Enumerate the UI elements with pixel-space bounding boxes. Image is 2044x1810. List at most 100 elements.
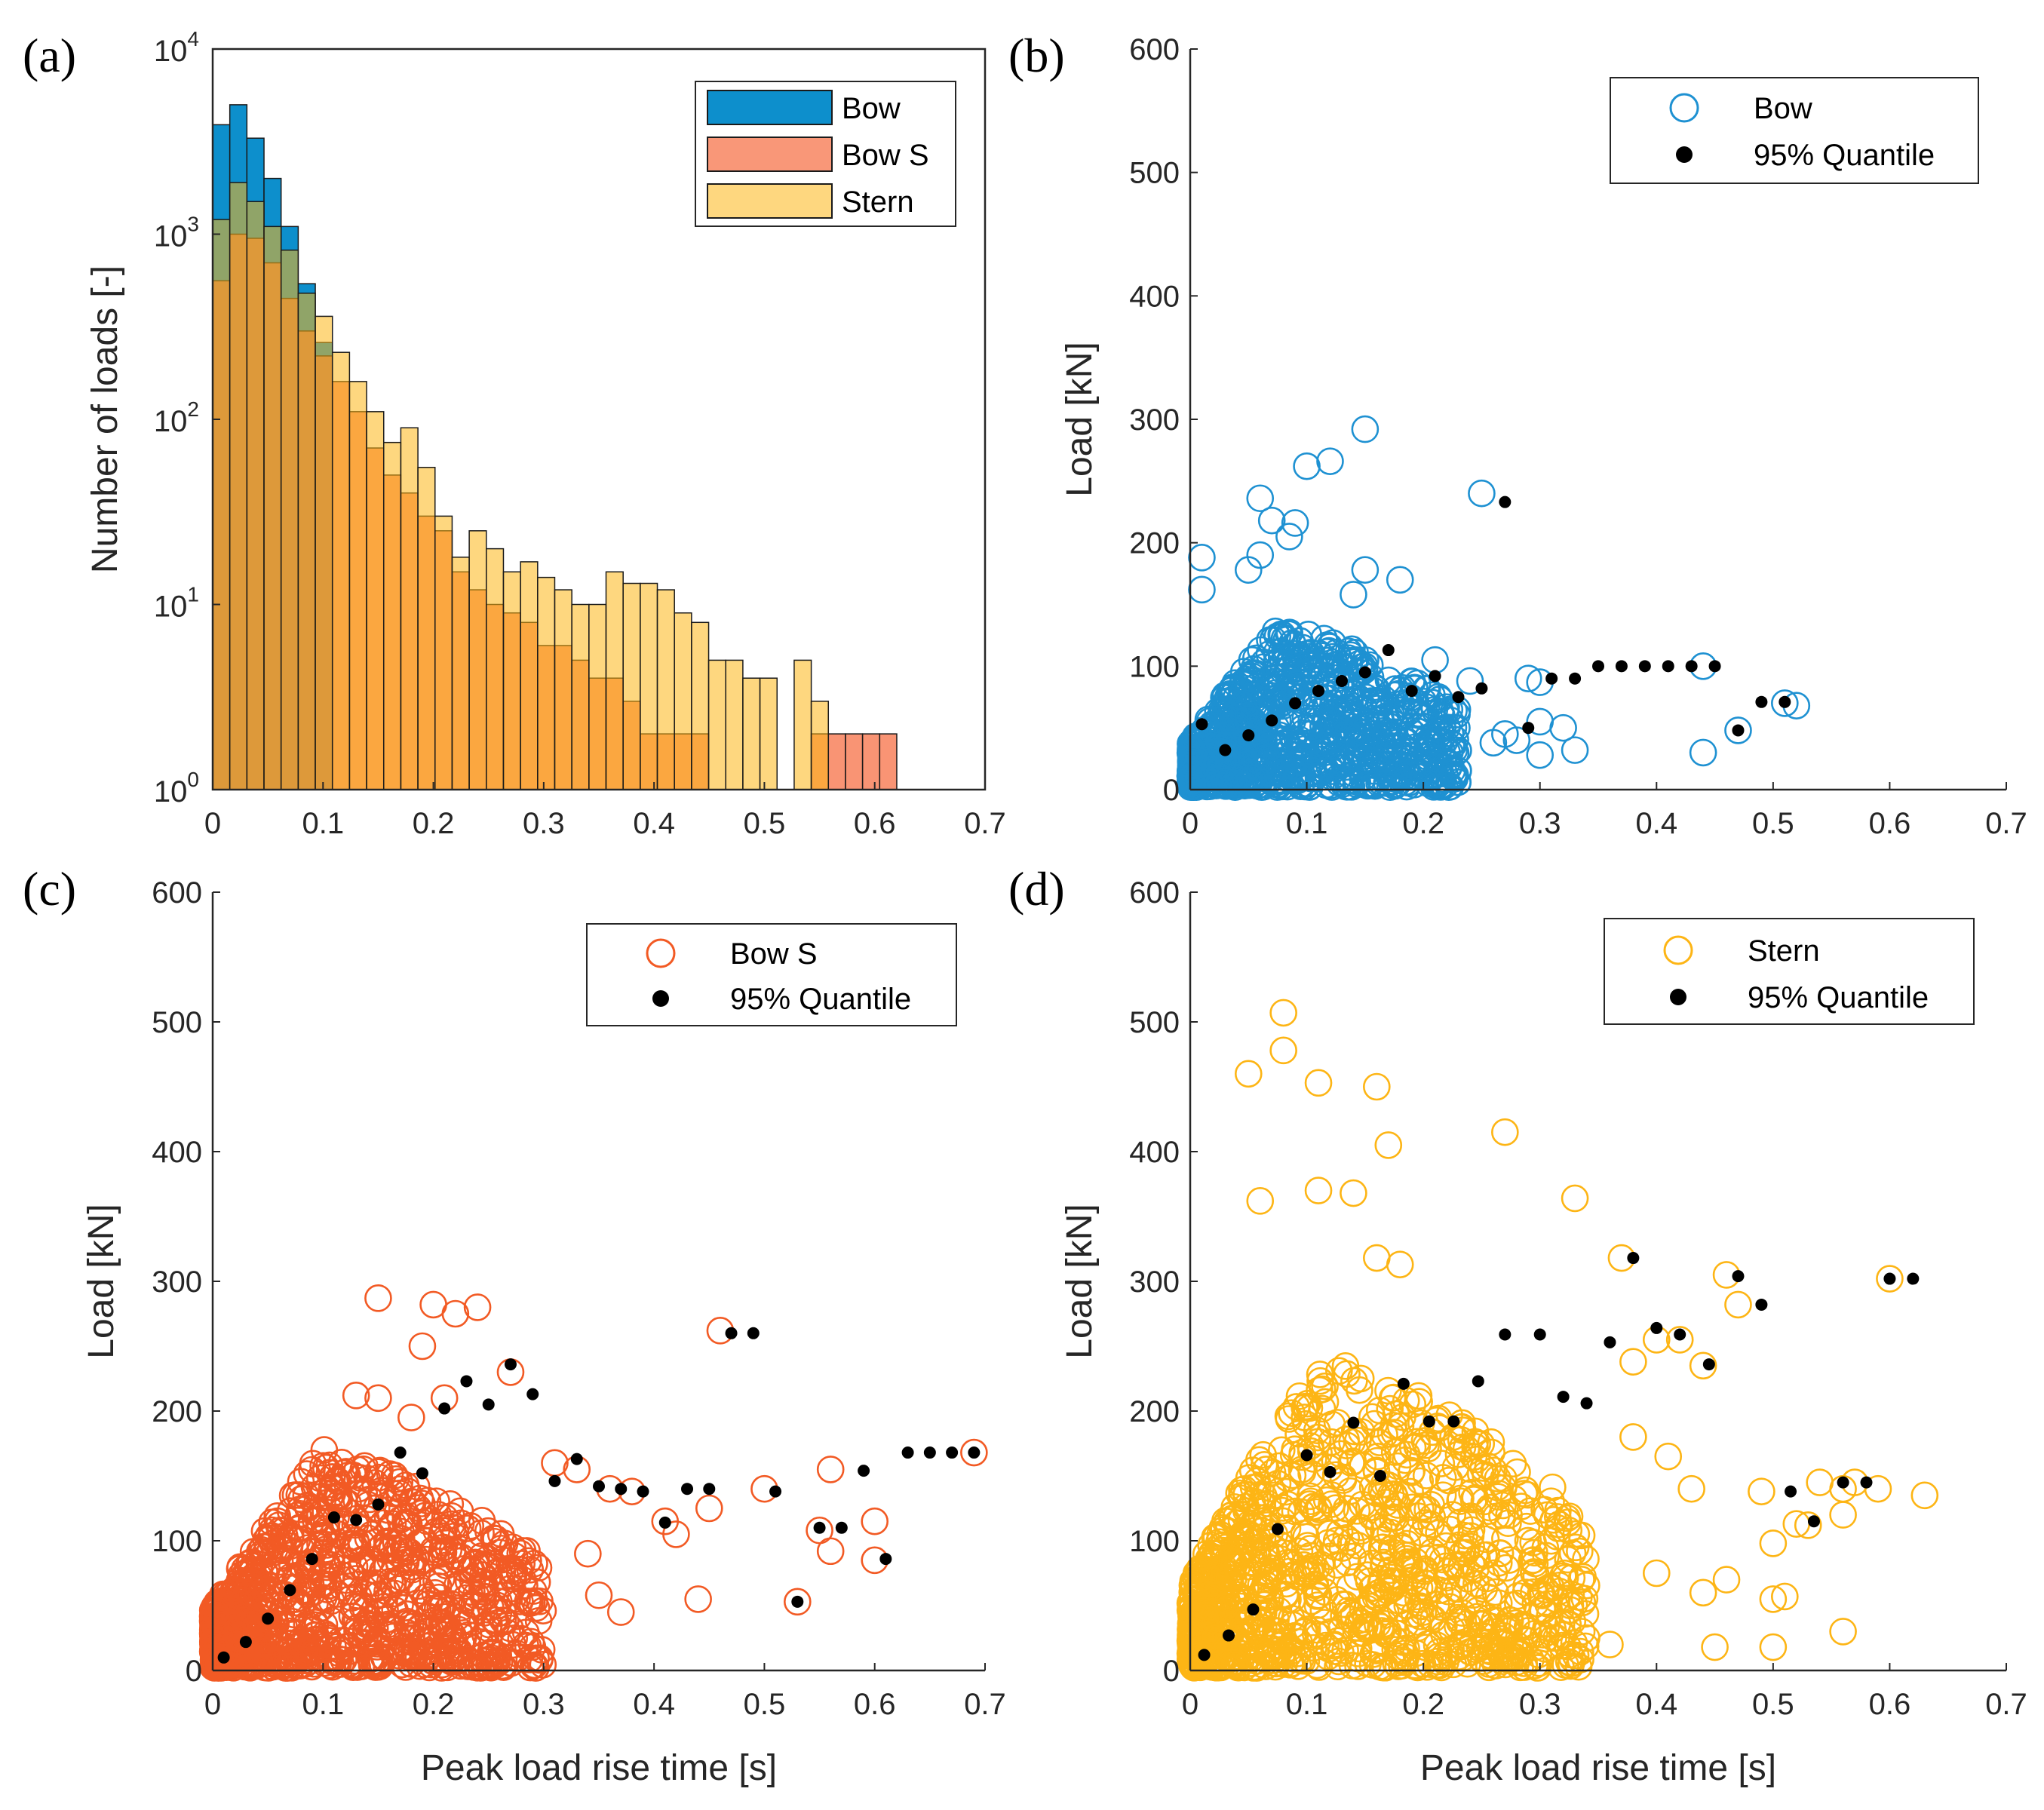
scatter-point xyxy=(1426,1414,1453,1442)
x-tick-label: 0.3 xyxy=(523,807,565,840)
quantile-point xyxy=(504,1358,517,1371)
legend-label-bow: Bow xyxy=(842,92,901,125)
scatter-point xyxy=(1194,705,1223,734)
scatter-point xyxy=(336,1577,364,1606)
legend-label-bow-s: Bow S xyxy=(842,139,929,172)
histogram-bar xyxy=(691,621,710,790)
scatter-point xyxy=(1485,1480,1513,1508)
scatter-cloud xyxy=(1176,617,1472,802)
y-tick-label: 600 xyxy=(1129,33,1180,66)
quantile-point xyxy=(217,1651,230,1664)
scatter-point xyxy=(1282,1393,1311,1421)
scatter-point xyxy=(1478,1612,1506,1641)
x-tick-label: 0 xyxy=(204,1688,221,1721)
scatter-point xyxy=(1376,1480,1405,1509)
histogram-bar xyxy=(348,381,367,790)
scatter-point xyxy=(1269,999,1297,1027)
scatter-point xyxy=(1340,581,1367,609)
scatter-point xyxy=(1571,1600,1600,1628)
scatter-point xyxy=(1351,415,1380,443)
scatter-point xyxy=(1477,1641,1505,1670)
scatter-point xyxy=(408,1332,437,1361)
scatter-point xyxy=(1458,1478,1486,1507)
histogram-bar xyxy=(707,659,726,790)
scatter-point xyxy=(1250,1481,1278,1510)
x-tick-label: 0.7 xyxy=(964,1688,1006,1721)
x-tick-label: 0.2 xyxy=(413,807,455,840)
scatter-point xyxy=(1456,667,1484,695)
quantile-point xyxy=(1452,691,1465,704)
scatter-point xyxy=(363,1633,391,1661)
scatter-point xyxy=(684,1585,712,1613)
scatter-point xyxy=(1337,1477,1364,1505)
panel-d-xlabel: Peak load rise time [s] xyxy=(1420,1748,1776,1788)
scatter-point xyxy=(1238,764,1266,793)
scatter-point xyxy=(1354,1649,1382,1678)
scatter-point xyxy=(1316,447,1344,475)
scatter-point xyxy=(302,1499,330,1527)
quantile-point xyxy=(305,1553,318,1566)
scatter-point xyxy=(509,1566,537,1594)
scatter-point xyxy=(1310,1609,1339,1637)
scatter-cloud xyxy=(1176,1352,1601,1682)
scatter-point xyxy=(1392,1584,1421,1612)
scatter-point xyxy=(1829,1501,1857,1529)
legend-label-bow: Bow xyxy=(1754,92,1812,125)
quantile-point xyxy=(1702,1358,1715,1371)
histogram-bar xyxy=(622,582,641,790)
scatter-point xyxy=(1374,1131,1403,1159)
scatter-point xyxy=(1468,479,1496,508)
y-tick-label: 300 xyxy=(152,1265,202,1299)
scatter-point xyxy=(239,1538,268,1566)
scatter-point xyxy=(351,1595,380,1623)
scatter-point xyxy=(308,1561,336,1589)
scatter-point xyxy=(358,1546,386,1574)
y-tick-label: 0 xyxy=(186,1655,202,1688)
scatter-point xyxy=(1269,1036,1297,1065)
scatter-point xyxy=(1407,1495,1435,1523)
scatter-point xyxy=(1364,1584,1393,1612)
y-tick-label: 0 xyxy=(1163,774,1180,807)
scatter-point xyxy=(1181,1653,1210,1681)
legend-marker-quantile xyxy=(1676,146,1693,163)
scatter-point xyxy=(1362,1637,1391,1664)
scatter-point xyxy=(1215,1563,1243,1592)
scatter-point xyxy=(339,1593,368,1621)
histogram-bar xyxy=(297,293,316,790)
scatter-point xyxy=(1677,1474,1705,1503)
scatter-point xyxy=(1179,1617,1208,1646)
scatter-point xyxy=(351,1452,379,1480)
scatter-point xyxy=(1461,1428,1489,1456)
quantile-point xyxy=(1883,1272,1896,1285)
x-tick-label: 0.7 xyxy=(964,807,1006,840)
legend-marker-bow-s xyxy=(646,938,676,968)
scatter-point xyxy=(336,1529,364,1557)
scatter-point xyxy=(324,1650,352,1678)
scatter-point xyxy=(1724,1290,1752,1319)
x-tick-label: 0.3 xyxy=(523,1688,565,1721)
scatter-point xyxy=(1267,1436,1296,1465)
legend-marker-quantile xyxy=(652,990,669,1007)
scatter-point xyxy=(1490,1464,1518,1492)
quantile-point xyxy=(923,1446,936,1459)
x-tick-label: 0.7 xyxy=(1985,807,2027,840)
quantile-point xyxy=(284,1584,296,1597)
scatter-point xyxy=(1520,1558,1548,1586)
scatter-point xyxy=(1234,701,1262,730)
scatter-point xyxy=(1290,1551,1318,1579)
scatter-point xyxy=(1293,452,1321,480)
histogram-bar xyxy=(246,201,265,790)
scatter-point xyxy=(1257,1560,1284,1588)
scatter-point xyxy=(370,1587,398,1615)
histogram-bar xyxy=(451,557,470,790)
scatter-point xyxy=(284,1502,312,1529)
scatter-point xyxy=(1377,1534,1406,1563)
panel-a-histogram: (a) 0 0.1 0.2 0.3 0.4 0.5 0.6 0.7 100 101 102 103 1… xyxy=(23,27,1006,840)
y-tick-label: 104 xyxy=(154,27,199,68)
scatter-point xyxy=(1386,566,1414,594)
scatter-point xyxy=(436,1490,465,1518)
scatter-point xyxy=(1186,1648,1214,1676)
scatter-point xyxy=(1357,1549,1386,1578)
scatter-point xyxy=(485,1647,514,1676)
scatter-point xyxy=(1642,1559,1671,1588)
